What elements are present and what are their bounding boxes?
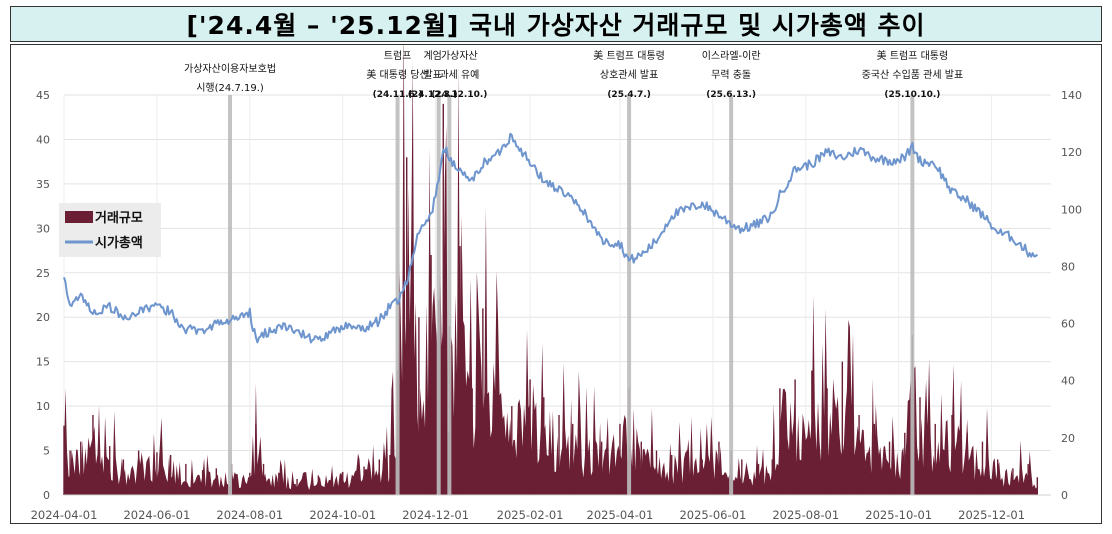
right-tick-label: 60 xyxy=(1061,318,1075,331)
event-annotation-label: (25.10.10.) xyxy=(884,90,940,100)
left-tick-label: 30 xyxy=(36,222,50,235)
left-tick-label: 15 xyxy=(36,356,50,369)
event-annotation-label: 상호관세 발표 xyxy=(600,69,658,81)
left-tick-label: 10 xyxy=(36,400,50,413)
x-tick-label: 2025-10-01 xyxy=(865,508,932,522)
left-tick-label: 0 xyxy=(43,489,50,502)
event-annotation-label: 가상자산 xyxy=(441,50,478,62)
event-lines-layer xyxy=(228,95,915,495)
event-annotation-label: (25.4.7.) xyxy=(607,90,651,100)
right-tick-label: 80 xyxy=(1061,260,1075,273)
event-annotation-label: 과세 유예 xyxy=(439,69,479,81)
event-annotation-label: (24.12.10.) xyxy=(431,90,487,100)
event-annotation-label: 중국산 수입품 관세 발표 xyxy=(862,68,964,81)
legend-label-volume: 거래규모 xyxy=(95,211,143,226)
right-tick-label: 0 xyxy=(1061,489,1068,502)
left-tick-label: 45 xyxy=(36,89,50,102)
event-annotation-label: 시행(24.7.19.) xyxy=(196,82,264,94)
chart-svg: 0 5 10 15 20 25 30 35 40 45 0 20 40 60 80 100 120 140 2024… xyxy=(31,45,1082,522)
x-tick-label: 2025-02-01 xyxy=(497,508,564,522)
event-annotation-label: (25.6.13.) xyxy=(706,90,756,100)
left-tick-label: 5 xyxy=(43,445,50,458)
event-annotation-label: 계엄 xyxy=(423,50,441,62)
event-annotation-label: 트럼프 xyxy=(384,49,412,62)
legend-label-market-cap: 시가총액 xyxy=(95,235,143,251)
x-tick-label: 2025-06-01 xyxy=(679,508,746,522)
legend-swatch-volume xyxy=(65,211,93,223)
x-tick-label: 2025-04-01 xyxy=(587,508,654,522)
right-tick-label: 100 xyxy=(1061,203,1082,216)
x-tick-label: 2025-12-01 xyxy=(958,508,1025,522)
left-tick-label: 40 xyxy=(36,133,50,146)
x-tick-label: 2024-12-01 xyxy=(402,508,469,522)
x-tick-label: 2024-06-01 xyxy=(123,508,190,522)
event-annotation-label: 무력 충돌 xyxy=(711,69,751,81)
event-annotation-label: 美 트럼프 대통령 xyxy=(877,49,949,62)
event-annotation-label: 美 대통령 당선 xyxy=(366,68,428,81)
event-annotation-label: 발표 xyxy=(423,69,441,81)
right-tick-label: 40 xyxy=(1061,375,1075,388)
x-tick-label: 2024-08-01 xyxy=(216,508,283,522)
x-tick-label: 2024-10-01 xyxy=(309,508,376,522)
market-cap-line-layer xyxy=(63,132,1039,344)
left-tick-label: 25 xyxy=(36,267,50,280)
event-annotation-label: (24.12.3.) xyxy=(408,90,458,100)
chart-frame: 0 5 10 15 20 25 30 35 40 45 0 20 40 60 80 100 120 140 2024… xyxy=(10,44,1102,524)
chart-title: ['24.4월 – '25.12월] 국내 가상자산 거래규모 및 시가총액 추… xyxy=(10,6,1102,42)
right-tick-label: 20 xyxy=(1061,432,1075,445)
right-tick-label: 140 xyxy=(1061,89,1082,102)
event-annotation-label: 美 트럼프 대통령 xyxy=(593,49,665,62)
left-tick-label: 35 xyxy=(36,178,50,191)
event-annotation-label: (24.11.6.) xyxy=(373,90,423,100)
axis-layer: 0 5 10 15 20 25 30 35 40 45 0 20 40 60 80 100 120 140 2024… xyxy=(31,89,1082,522)
series-volume-area xyxy=(64,45,1038,495)
series-market-cap-line xyxy=(63,132,1039,344)
left-tick-label: 20 xyxy=(36,311,50,324)
event-annotation-label: 가상자산이용자보호법 xyxy=(184,63,276,75)
volume-area-layer xyxy=(63,45,1038,495)
right-tick-label: 120 xyxy=(1061,146,1082,159)
x-tick-label: 2024-04-01 xyxy=(31,508,98,522)
x-tick-label: 2025-08-01 xyxy=(772,508,839,522)
event-annotation-label: 이스라엘-이란 xyxy=(702,49,761,62)
